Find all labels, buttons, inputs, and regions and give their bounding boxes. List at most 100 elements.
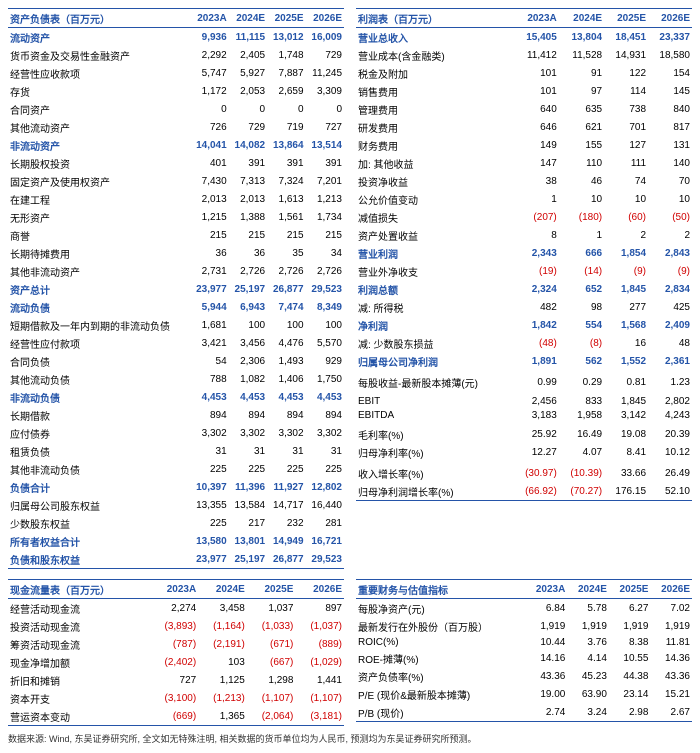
cell: (2,064)	[247, 707, 296, 726]
cell: 2,409	[648, 316, 692, 334]
row-label: 资产处置收益	[356, 226, 513, 244]
row-label: 无形资产	[8, 208, 190, 226]
cell: 3,458	[198, 599, 247, 618]
cell: (9)	[604, 262, 648, 280]
cell: 7,201	[306, 172, 344, 190]
cell: 29,523	[306, 280, 344, 298]
cell: 16.49	[559, 425, 604, 443]
cell: 1,919	[567, 617, 609, 635]
col-header: 2026E	[295, 580, 344, 599]
cell: (70.27)	[559, 482, 604, 501]
cell: 10,397	[190, 478, 228, 496]
row-label: 收入增长率(%)	[356, 464, 513, 482]
cell: 13,801	[229, 532, 267, 550]
row-label: 其他流动负债	[8, 370, 190, 388]
row-label: 净利润	[356, 316, 513, 334]
cell: 817	[648, 118, 692, 136]
cell: 74	[604, 172, 648, 190]
cell: 31	[229, 442, 267, 460]
cell: 6.84	[525, 599, 567, 618]
cell: 10	[604, 190, 648, 208]
cell: 23,977	[190, 280, 228, 298]
cell: 0	[190, 100, 228, 118]
cell: 1,842	[513, 316, 558, 334]
cell: (787)	[150, 635, 199, 653]
cell: 43.36	[525, 667, 567, 685]
cell: 1,750	[306, 370, 344, 388]
row-label: 资产总计	[8, 280, 190, 298]
cashflow-table: 现金流量表（百万元）2023A2024E2025E2026E经营活动现金流2,2…	[8, 579, 344, 726]
cell: 1,919	[609, 617, 651, 635]
cell: 701	[604, 118, 648, 136]
table-title: 现金流量表（百万元）	[8, 580, 150, 599]
row-label: ROIC(%)	[356, 635, 525, 649]
col-header: 2025E	[267, 9, 305, 28]
cell: (66.92)	[513, 482, 558, 501]
cell: 425	[648, 298, 692, 316]
cell: 33.66	[604, 464, 648, 482]
cell: 70	[648, 172, 692, 190]
cell: 4.14	[567, 649, 609, 667]
col-header: 2024E	[567, 580, 609, 599]
cell: 6.27	[609, 599, 651, 618]
cell: 727	[306, 118, 344, 136]
cell: 1.23	[648, 373, 692, 391]
row-label: 归属母公司净利润	[356, 352, 513, 370]
cell: 1,037	[247, 599, 296, 618]
cell: 8	[513, 226, 558, 244]
cell: 3,456	[229, 334, 267, 352]
cell: (1,213)	[198, 689, 247, 707]
cell: 0	[267, 100, 305, 118]
cell: 1,561	[267, 208, 305, 226]
cell: 122	[604, 64, 648, 82]
cell: 0.29	[559, 373, 604, 391]
cell: 38	[513, 172, 558, 190]
cell: 11,245	[306, 64, 344, 82]
cell: 215	[306, 226, 344, 244]
cell: 719	[267, 118, 305, 136]
cell: 23.14	[609, 685, 651, 703]
cell: 23,337	[648, 28, 692, 47]
cell: 5,944	[190, 298, 228, 316]
cell: 10.12	[648, 443, 692, 461]
cell: 2,292	[190, 46, 228, 64]
cell: 43.36	[650, 667, 692, 685]
cell: 3.76	[567, 635, 609, 649]
cell: 3,183	[513, 408, 558, 422]
cell: 13,514	[306, 136, 344, 154]
cell: 7,324	[267, 172, 305, 190]
cell: 1,748	[267, 46, 305, 64]
row-label: 经营性应收款项	[8, 64, 190, 82]
row-label: 现金净增加额	[8, 653, 150, 671]
cell: 7.02	[650, 599, 692, 618]
cell: 2,843	[648, 244, 692, 262]
cell: 894	[229, 406, 267, 424]
cell: 391	[306, 154, 344, 172]
cell: 3,302	[306, 424, 344, 442]
cell: 29,523	[306, 550, 344, 569]
cell: 31	[267, 442, 305, 460]
cell: 23,977	[190, 550, 228, 569]
cell: 15,405	[513, 28, 558, 47]
cell: 894	[190, 406, 228, 424]
cell: 3.24	[567, 703, 609, 722]
row-label: 租赁负债	[8, 442, 190, 460]
cell: 652	[559, 280, 604, 298]
row-label: 研发费用	[356, 118, 513, 136]
cell: 145	[648, 82, 692, 100]
cell: 897	[295, 599, 344, 618]
cell: (10.39)	[559, 464, 604, 482]
cell: 98	[559, 298, 604, 316]
cell: 1,891	[513, 352, 558, 370]
cell: (3,100)	[150, 689, 199, 707]
row-label: 销售费用	[356, 82, 513, 100]
cell: 7,313	[229, 172, 267, 190]
cell: 646	[513, 118, 558, 136]
row-label: 营业成本(含金融类)	[356, 46, 513, 64]
cell: 3,302	[190, 424, 228, 442]
row-label: 少数股东权益	[8, 514, 190, 532]
cell: 894	[267, 406, 305, 424]
cell: (9)	[648, 262, 692, 280]
cell: 2,726	[267, 262, 305, 280]
col-header: 2026E	[648, 9, 692, 28]
